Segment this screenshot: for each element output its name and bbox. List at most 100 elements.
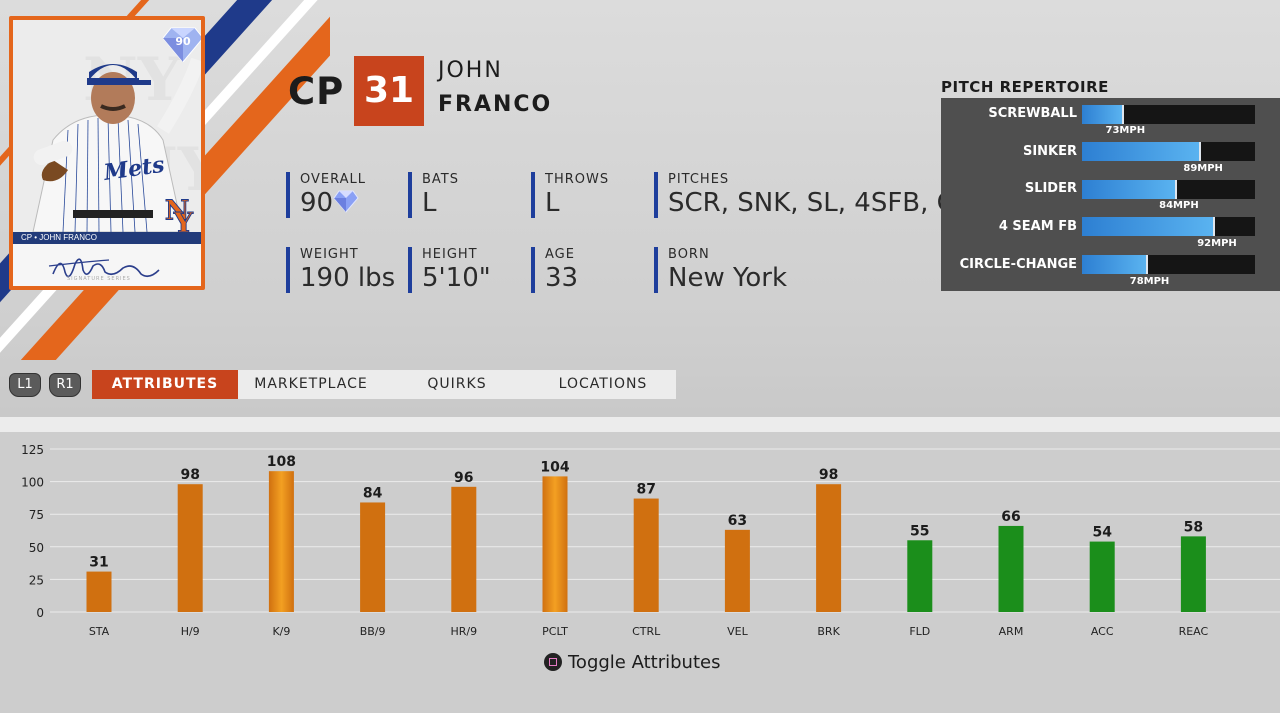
bar-value-label: 96	[454, 470, 473, 486]
section-divider	[0, 417, 1280, 432]
stat-label: THROWS	[545, 172, 610, 187]
pitch-speed-bar	[1082, 142, 1255, 161]
pitch-speed-fill	[1082, 105, 1124, 124]
player-first-name: JOHN	[438, 58, 503, 83]
bar-value-label: 54	[1092, 525, 1112, 541]
bar-hr9	[451, 486, 477, 612]
toggle-attributes-button[interactable]: Toggle Attributes	[544, 652, 720, 673]
bar-sta	[86, 571, 112, 612]
bar-value-label: 55	[910, 523, 929, 539]
tab-bar: ATTRIBUTES MARKETPLACE QUIRKS LOCATIONS	[92, 370, 676, 399]
tab-marketplace[interactable]: MARKETPLACE	[254, 376, 368, 392]
y-tick-label: 75	[29, 508, 44, 522]
stat-age: AGE 33	[531, 247, 578, 293]
square-button-icon	[544, 653, 562, 671]
stat-label: AGE	[545, 247, 575, 262]
x-tick-label: STA	[89, 625, 110, 638]
pitch-speed-bar	[1082, 180, 1255, 199]
bar-k9	[268, 471, 294, 612]
stat-height: HEIGHT 5'10"	[408, 247, 491, 293]
r1-button[interactable]: R1	[49, 373, 81, 397]
tab-quirks[interactable]: QUIRKS	[427, 376, 487, 392]
stat-value: New York	[668, 263, 788, 293]
stat-label: BATS	[422, 172, 459, 187]
player-last-name: FRANCO	[438, 92, 553, 117]
bar-arm	[998, 525, 1024, 612]
stat-label: OVERALL	[300, 172, 366, 187]
x-tick-label: ARM	[999, 625, 1024, 638]
stat-born: BORN New York	[654, 247, 787, 293]
stat-label: PITCHES	[668, 172, 730, 187]
pitch-speed-label: 89MPH	[1183, 163, 1223, 174]
bar-value-label: 58	[1184, 519, 1203, 535]
stat-label: WEIGHT	[300, 247, 359, 262]
team-logo-icon: N Y	[164, 195, 194, 234]
y-tick-label: 125	[21, 443, 44, 457]
x-tick-label: CTRL	[632, 625, 661, 638]
bar-brk	[816, 484, 842, 612]
y-tick-label: 100	[21, 476, 44, 490]
tab-attributes[interactable]: ATTRIBUTES	[92, 370, 238, 399]
pitch-speed-bar	[1082, 217, 1255, 236]
stat-value: L	[422, 188, 437, 218]
pitch-speed-fill	[1082, 255, 1148, 274]
card-series-text: SIGNATURE SERIES	[67, 276, 131, 282]
l1-button[interactable]: L1	[9, 373, 41, 397]
bar-value-label: 108	[267, 454, 296, 470]
bar-vel	[724, 529, 750, 612]
card-name-strip: CP • JOHN FRANCO	[13, 232, 201, 244]
pitch-speed-fill	[1082, 217, 1216, 236]
bar-value-label: 104	[540, 459, 569, 475]
x-tick-label: HR/9	[450, 625, 477, 638]
bar-value-label: 66	[1001, 509, 1020, 525]
pitch-repertoire-title: PITCH REPERTOIRE	[941, 78, 1109, 96]
x-tick-label: FLD	[909, 625, 930, 638]
pitch-name: CIRCLE-CHANGE	[959, 257, 1077, 272]
diamond-rating-icon: 90	[163, 27, 201, 62]
pitch-speed-fill	[1082, 180, 1178, 199]
bar-value-label: 84	[363, 485, 383, 501]
stat-weight: WEIGHT 190 lbs	[286, 247, 395, 293]
x-tick-label: PCLT	[542, 625, 568, 638]
pitch-name: 4 SEAM FB	[998, 219, 1077, 234]
tab-locations[interactable]: LOCATIONS	[558, 376, 648, 392]
y-tick-label: 50	[29, 541, 44, 555]
pitch-speed-fill	[1082, 142, 1202, 161]
signature-area: SIGNATURE SERIES	[13, 244, 201, 286]
bar-h9	[177, 484, 203, 612]
pitch-speed-label: 73MPH	[1105, 125, 1146, 136]
svg-text:Y: Y	[173, 208, 194, 234]
attributes-chart: 0 25 50 75 100 125 31 STA 98 H/9 108 K/9 84 BB/9 96 HR/…	[21, 443, 1280, 638]
bar-pclt	[542, 476, 568, 612]
stat-throws: THROWS L	[531, 172, 609, 218]
bar-value-label: 31	[89, 555, 108, 571]
pitch-speed-label: 92MPH	[1197, 238, 1237, 249]
x-tick-label: BRK	[817, 625, 840, 638]
bar-value-label: 98	[180, 467, 199, 483]
pitch-name: SCREWBALL	[988, 106, 1077, 121]
card-overall: 90	[175, 35, 191, 48]
bar-fld	[907, 540, 933, 612]
stat-value: 90	[300, 188, 334, 218]
bar-value-label: 63	[728, 513, 747, 529]
player-card: NY NY Mets 90 N	[9, 16, 205, 290]
bar-reac	[1180, 536, 1206, 612]
bar-value-label: 98	[819, 467, 838, 483]
stat-label: HEIGHT	[422, 247, 478, 262]
stat-pitches: PITCHES SCR, SNK, SL, 4SFB, CIR	[654, 172, 981, 218]
stat-value: L	[545, 188, 560, 218]
jersey-number: 31	[354, 56, 424, 126]
stat-value: 5'10"	[422, 263, 491, 293]
diamond-icon	[333, 190, 359, 213]
pitch-repertoire-panel: SCREWBALL 73MPH SINKER 89MPH SLIDER 84MP…	[941, 98, 1280, 291]
signature-icon	[48, 258, 160, 278]
pitch-speed-bar	[1082, 105, 1255, 124]
pitch-speed-bar	[1082, 255, 1255, 274]
toggle-attributes-label: Toggle Attributes	[568, 652, 721, 673]
pitch-name: SLIDER	[1024, 181, 1077, 196]
x-tick-label: VEL	[727, 625, 748, 638]
player-position: CP	[288, 70, 345, 113]
x-tick-label: ACC	[1091, 625, 1114, 638]
bar-acc	[1089, 541, 1115, 612]
x-tick-label: H/9	[181, 625, 200, 638]
